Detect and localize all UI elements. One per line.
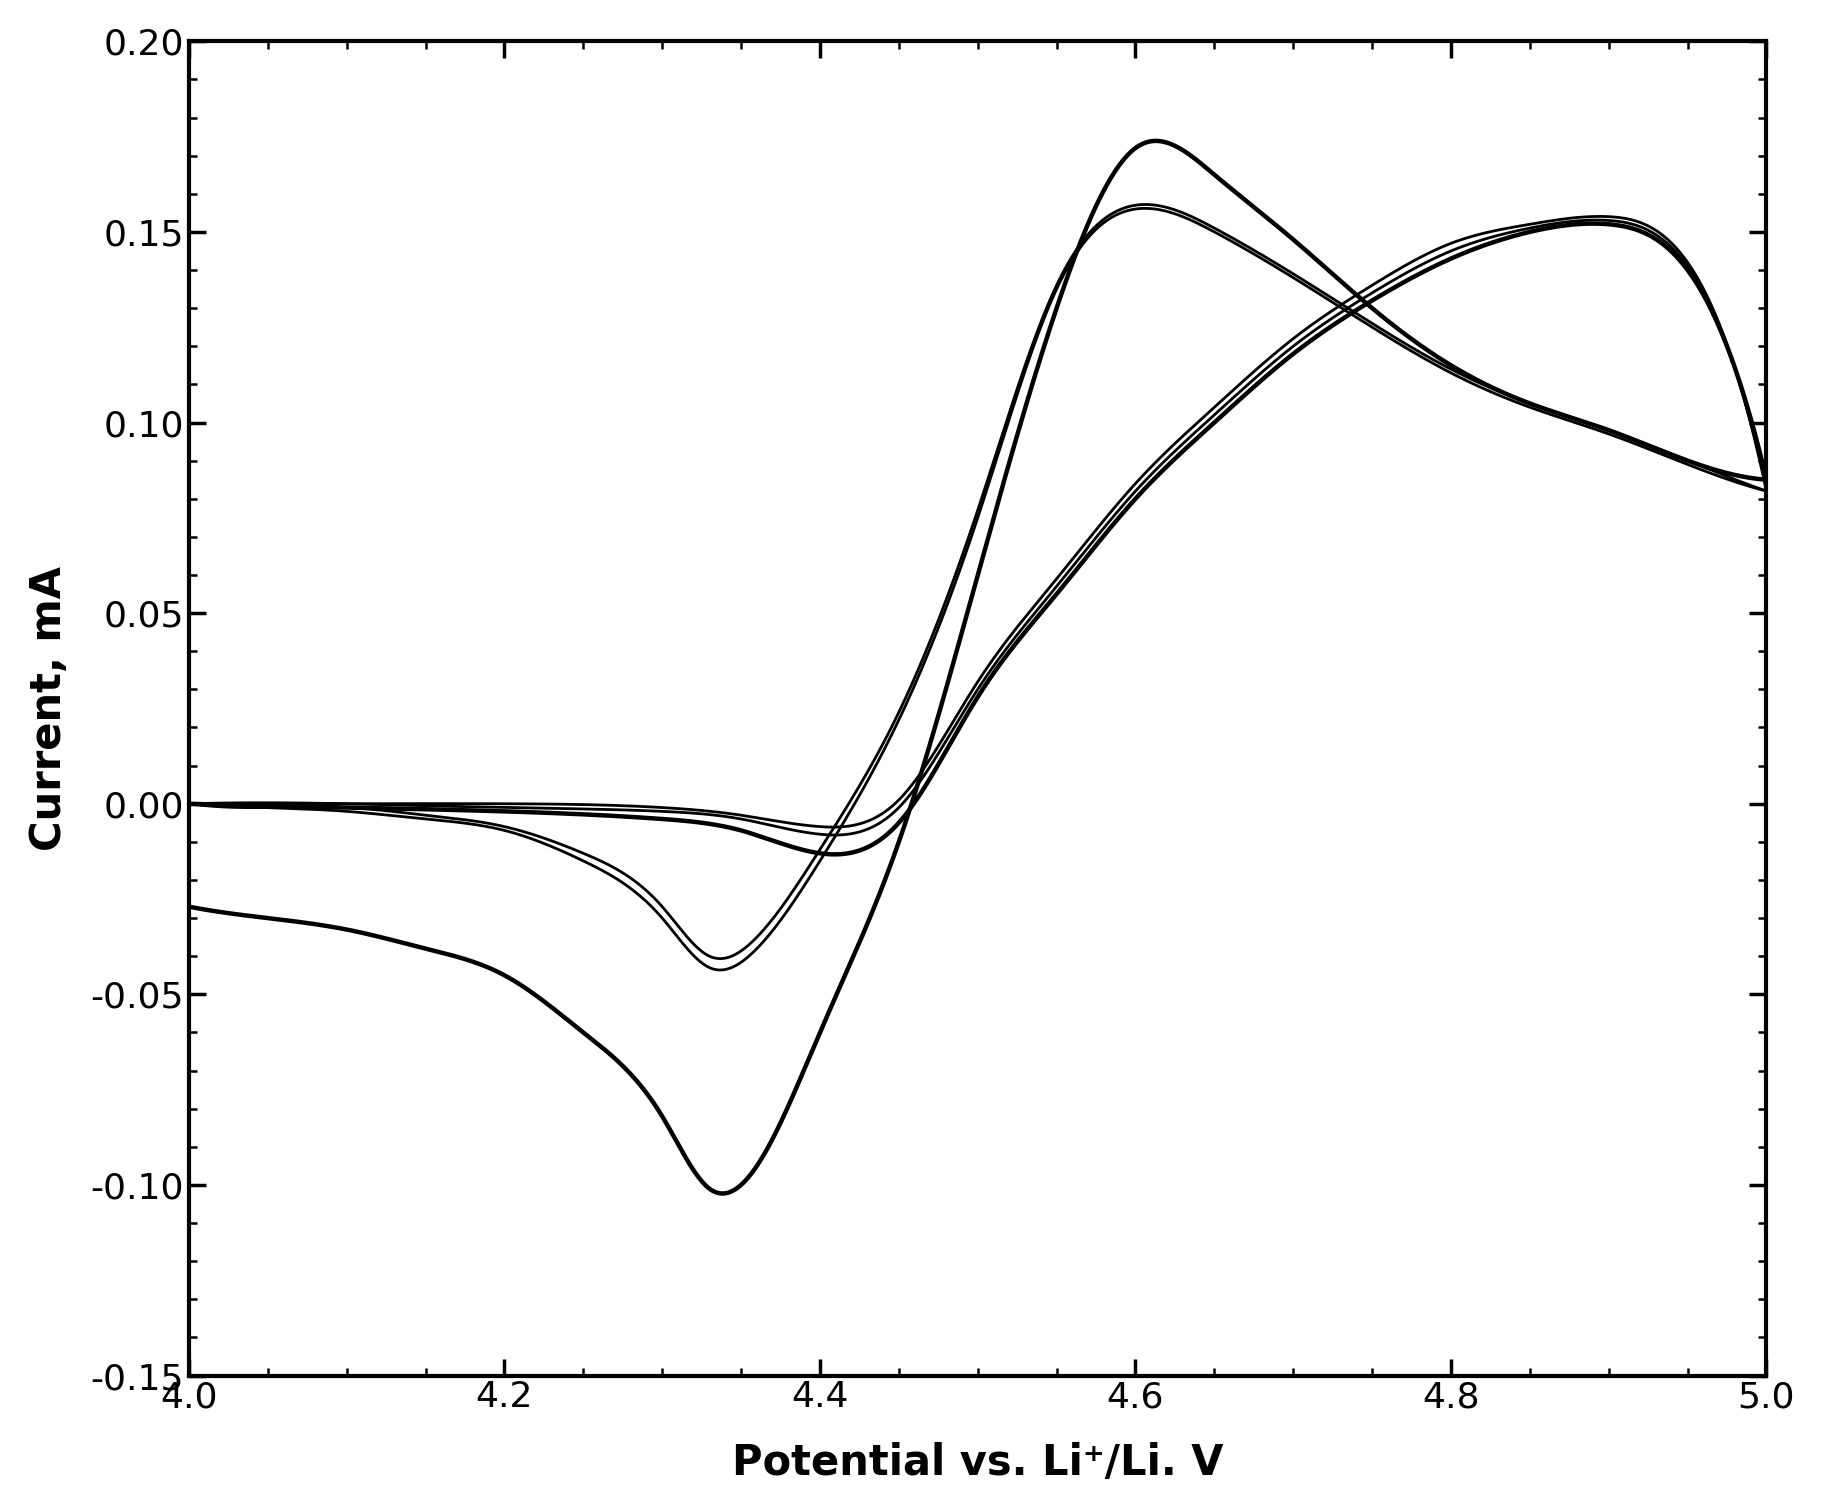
X-axis label: Potential vs. Li⁺/Li. V: Potential vs. Li⁺/Li. V xyxy=(733,1442,1223,1485)
Y-axis label: Current, mA: Current, mA xyxy=(27,565,69,851)
